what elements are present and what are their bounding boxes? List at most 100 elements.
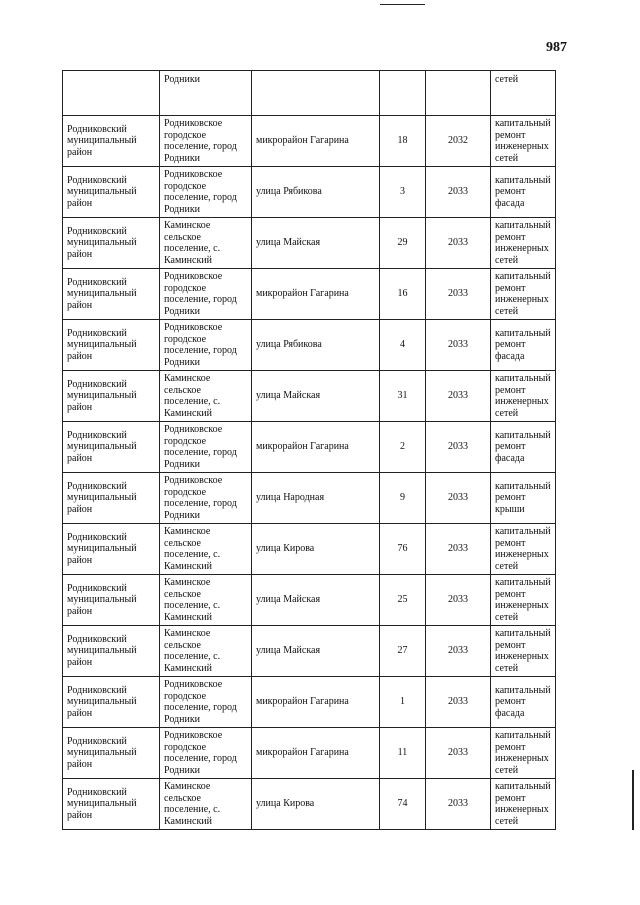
cell-house: 2 (379, 421, 426, 473)
cell-district: Родниковский муниципальный район (62, 472, 160, 524)
cell-district: Родниковский муниципальный район (62, 625, 160, 677)
cell-settlement: Родниковское городское поселение, город … (159, 319, 252, 371)
cell-street: улица Майская (251, 217, 380, 269)
cell-house: 1 (379, 676, 426, 728)
cell-settlement: Родники (159, 70, 252, 116)
cell-year: 2033 (425, 217, 491, 269)
cell-work: капитальный ремонт инженерных сетей (490, 268, 556, 320)
table-row: Родниковский муниципальный район Родников… (62, 727, 556, 779)
cell-street: улица Рябикова (251, 166, 380, 218)
cell-house: 76 (379, 523, 426, 575)
table-row-continuation: Родники сетей (62, 70, 556, 116)
cell-work: капитальный ремонт инженерных сетей (490, 115, 556, 167)
cell-house: 31 (379, 370, 426, 422)
cell-settlement: Каминское сельское поселение, с. Каминск… (159, 778, 252, 830)
cell-district (62, 70, 160, 116)
cell-settlement: Каминское сельское поселение, с. Каминск… (159, 574, 252, 626)
cell-settlement: Родниковское городское поселение, город … (159, 676, 252, 728)
cell-year: 2033 (425, 676, 491, 728)
table-row: Родниковский муниципальный район Каминско… (62, 370, 556, 422)
cell-district: Родниковский муниципальный район (62, 676, 160, 728)
cell-street: микрорайон Гагарина (251, 268, 380, 320)
cell-district: Родниковский муниципальный район (62, 166, 160, 218)
cell-work: капитальный ремонт фасада (490, 421, 556, 473)
cell-year: 2033 (425, 370, 491, 422)
table-row: Родниковский муниципальный район Каминско… (62, 523, 556, 575)
cell-work: капитальный ремонт инженерных сетей (490, 370, 556, 422)
scan-artifact (632, 770, 634, 830)
cell-work: капитальный ремонт инженерных сетей (490, 217, 556, 269)
cell-work: капитальный ремонт фасада (490, 166, 556, 218)
housing-repair-table: Родники сетей Родниковский муниципальный… (62, 70, 556, 830)
cell-district: Родниковский муниципальный район (62, 574, 160, 626)
cell-work: капитальный ремонт фасада (490, 319, 556, 371)
cell-settlement: Каминское сельское поселение, с. Каминск… (159, 370, 252, 422)
table-row: Родниковский муниципальный район Родников… (62, 319, 556, 371)
cell-settlement: Родниковское городское поселение, город … (159, 472, 252, 524)
cell-settlement: Родниковское городское поселение, город … (159, 421, 252, 473)
cell-year: 2033 (425, 625, 491, 677)
table-row: Родниковский муниципальный район Родников… (62, 268, 556, 320)
cell-settlement: Родниковское городское поселение, город … (159, 166, 252, 218)
cell-settlement: Каминское сельское поселение, с. Каминск… (159, 217, 252, 269)
table-row: Родниковский муниципальный район Родников… (62, 472, 556, 524)
cell-district: Родниковский муниципальный район (62, 268, 160, 320)
cell-house: 27 (379, 625, 426, 677)
cell-settlement: Родниковское городское поселение, город … (159, 727, 252, 779)
cell-year: 2033 (425, 574, 491, 626)
table-row: Родниковский муниципальный район Каминско… (62, 778, 556, 830)
cell-work: капитальный ремонт фасада (490, 676, 556, 728)
cell-street: улица Кирова (251, 778, 380, 830)
cell-year (425, 70, 491, 116)
table-row: Родниковский муниципальный район Каминско… (62, 574, 556, 626)
cell-district: Родниковский муниципальный район (62, 319, 160, 371)
cell-district: Родниковский муниципальный район (62, 421, 160, 473)
table-row: Родниковский муниципальный район Каминско… (62, 217, 556, 269)
cell-house: 11 (379, 727, 426, 779)
cell-work: капитальный ремонт инженерных сетей (490, 523, 556, 575)
cell-house: 16 (379, 268, 426, 320)
cell-street: улица Народная (251, 472, 380, 524)
cell-street: улица Майская (251, 370, 380, 422)
cell-street: улица Майская (251, 574, 380, 626)
cell-street (251, 70, 380, 116)
cell-year: 2033 (425, 268, 491, 320)
cell-house: 9 (379, 472, 426, 524)
cell-house: 74 (379, 778, 426, 830)
cell-street: улица Майская (251, 625, 380, 677)
cell-house: 3 (379, 166, 426, 218)
cell-year: 2033 (425, 778, 491, 830)
table-row: Родниковский муниципальный район Каминско… (62, 625, 556, 677)
cell-work: капитальный ремонт крыши (490, 472, 556, 524)
table-row: Родниковский муниципальный район Родников… (62, 166, 556, 218)
cell-district: Родниковский муниципальный район (62, 523, 160, 575)
cell-year: 2033 (425, 523, 491, 575)
cell-settlement: Каминское сельское поселение, с. Каминск… (159, 625, 252, 677)
cell-street: микрорайон Гагарина (251, 115, 380, 167)
cell-house: 4 (379, 319, 426, 371)
table-row: Родниковский муниципальный район Родников… (62, 421, 556, 473)
cell-work: капитальный ремонт инженерных сетей (490, 778, 556, 830)
cell-year: 2032 (425, 115, 491, 167)
cell-house (379, 70, 426, 116)
cell-work: капитальный ремонт инженерных сетей (490, 625, 556, 677)
cell-year: 2033 (425, 319, 491, 371)
cell-year: 2033 (425, 727, 491, 779)
cell-settlement: Каминское сельское поселение, с. Каминск… (159, 523, 252, 575)
cell-street: улица Рябикова (251, 319, 380, 371)
cell-settlement: Родниковское городское поселение, город … (159, 115, 252, 167)
cell-settlement: Родниковское городское поселение, город … (159, 268, 252, 320)
cell-street: микрорайон Гагарина (251, 727, 380, 779)
cell-work: сетей (490, 70, 556, 116)
cell-street: микрорайон Гагарина (251, 676, 380, 728)
cell-street: улица Кирова (251, 523, 380, 575)
page-number: 987 (546, 40, 567, 55)
cell-house: 18 (379, 115, 426, 167)
cell-district: Родниковский муниципальный район (62, 370, 160, 422)
cell-year: 2033 (425, 166, 491, 218)
cell-district: Родниковский муниципальный район (62, 115, 160, 167)
cell-year: 2033 (425, 472, 491, 524)
scan-artifact (380, 4, 425, 5)
cell-district: Родниковский муниципальный район (62, 727, 160, 779)
cell-house: 29 (379, 217, 426, 269)
